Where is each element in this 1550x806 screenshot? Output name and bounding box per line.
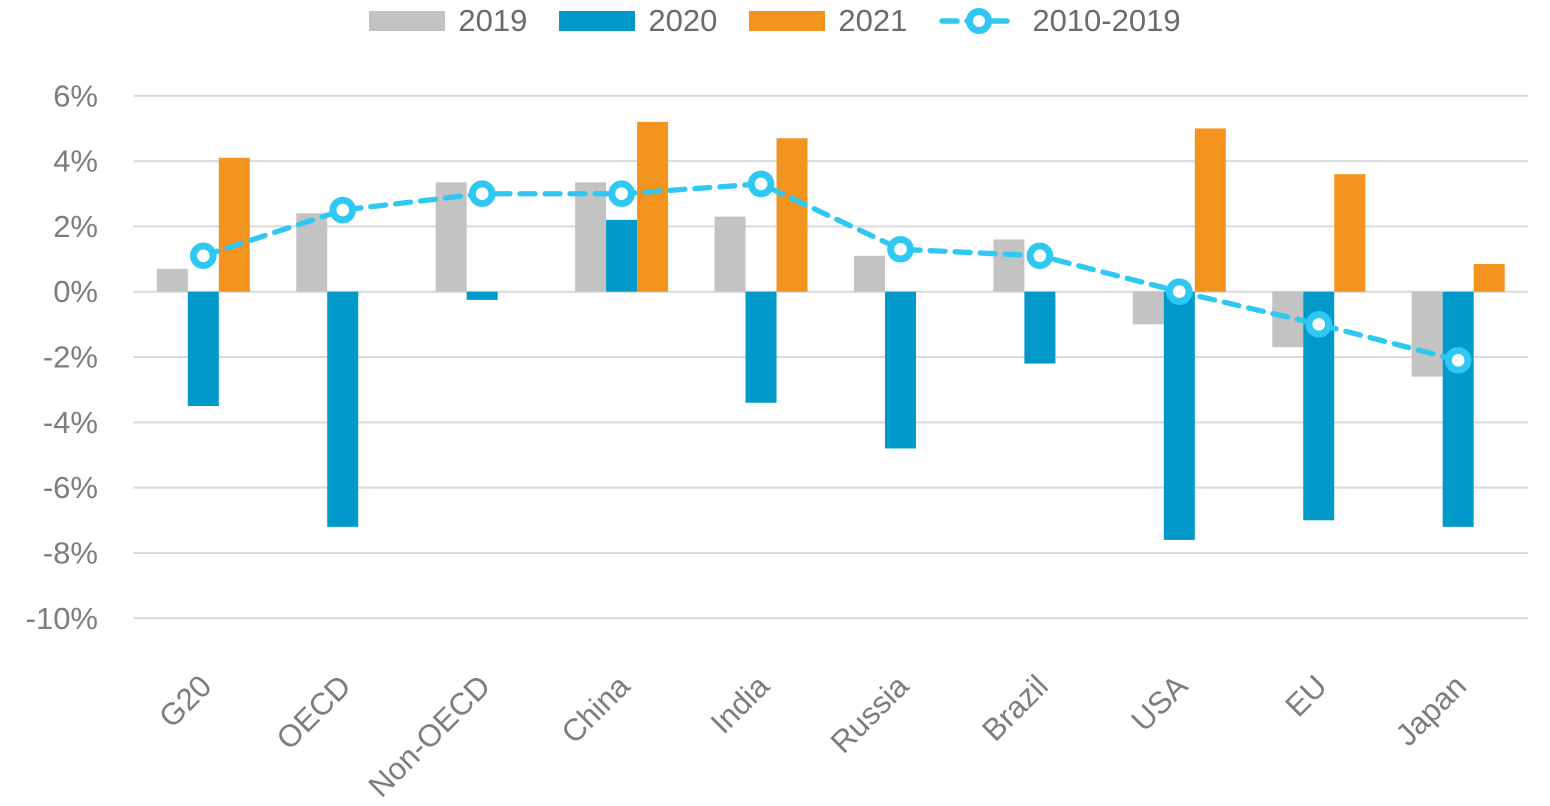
bar-2019-russia — [853, 255, 885, 292]
legend-swatch-2021-icon — [749, 11, 826, 31]
y-tick-label-2: 2% — [53, 209, 98, 244]
bar-2020-japan — [1442, 291, 1474, 527]
x-category-label-japan: Japan — [1389, 668, 1473, 752]
trend-marker-g20 — [190, 242, 217, 270]
bar-2019-china — [575, 182, 607, 292]
bar-2019-brazil — [993, 239, 1025, 292]
bar-2019-japan — [1411, 291, 1443, 377]
trend-marker-brazil — [1026, 242, 1054, 270]
y-tick-label--6: -6% — [43, 470, 98, 505]
legend-item-trend: 2010-2019 — [939, 3, 1181, 39]
bar-2020-brazil — [1024, 291, 1056, 364]
trend-marker-non-oecd — [468, 180, 496, 208]
trend-marker-russia — [887, 235, 914, 263]
legend-label-trend: 2010-2019 — [1032, 3, 1181, 38]
bar-2021-china — [637, 121, 669, 292]
trend-marker-usa — [1166, 278, 1193, 306]
legend-item-2020: 2020 — [559, 3, 717, 39]
x-category-label-india: India — [704, 668, 777, 741]
trend-marker-eu — [1305, 311, 1333, 338]
trend-marker-china — [608, 180, 635, 208]
x-category-label-eu: EU — [1278, 668, 1333, 723]
bar-2019-india — [714, 216, 746, 292]
bar-2020-india — [745, 291, 777, 403]
bar-2021-india — [776, 138, 808, 292]
bar-2019-g20 — [156, 268, 188, 292]
x-category-label-oecd: OECD — [270, 668, 358, 756]
bar-2020-usa — [1163, 291, 1195, 540]
bar-2020-g20 — [187, 291, 219, 406]
legend-item-2021: 2021 — [749, 3, 907, 39]
x-category-label-brazil: Brazil — [975, 668, 1055, 748]
y-tick-label--10: -10% — [26, 601, 98, 636]
y-tick-label-0: 0% — [53, 274, 98, 309]
trend-marker-india — [747, 170, 775, 198]
legend-label-2020: 2020 — [648, 3, 718, 38]
bar-2020-oecd — [327, 291, 359, 527]
x-category-label-non-oecd: Non-OECD — [362, 668, 498, 804]
legend-label-2021: 2021 — [838, 3, 908, 38]
legend-dashed-line-marker-icon — [939, 8, 1020, 34]
legend-label-2019: 2019 — [458, 3, 528, 38]
bar-2021-japan — [1473, 263, 1505, 292]
y-tick-label--8: -8% — [43, 535, 98, 570]
legend-swatch-2020-icon — [559, 11, 636, 31]
x-category-label-russia: Russia — [824, 668, 916, 760]
bar-2021-eu — [1334, 174, 1366, 292]
y-tick-label--2: -2% — [43, 340, 98, 375]
legend-swatch-2019-icon — [369, 11, 446, 31]
x-category-label-china: China — [555, 668, 638, 751]
bar-2020-russia — [884, 291, 916, 449]
trend-marker-oecd — [329, 196, 357, 224]
bar-2020-china — [606, 219, 638, 292]
bar-2019-usa — [1132, 291, 1164, 325]
bar-2019-non-oecd — [435, 182, 467, 292]
x-category-label-g20: G20 — [152, 668, 218, 734]
trend-marker-japan — [1444, 346, 1472, 374]
y-tick-label-6: 6% — [53, 78, 98, 113]
legend-item-2019: 2019 — [369, 3, 527, 39]
y-tick-label-4: 4% — [53, 144, 98, 179]
bar-2021-g20 — [218, 157, 250, 292]
trend-line-2010-2019 — [200, 181, 1461, 363]
x-category-label-usa: USA — [1124, 668, 1194, 738]
bar-2020-non-oecd — [466, 291, 498, 300]
bar-2021-usa — [1194, 128, 1226, 292]
y-tick-label--4: -4% — [43, 405, 98, 440]
legend: 2019 2020 2021 2010-2019 — [0, 3, 1550, 39]
